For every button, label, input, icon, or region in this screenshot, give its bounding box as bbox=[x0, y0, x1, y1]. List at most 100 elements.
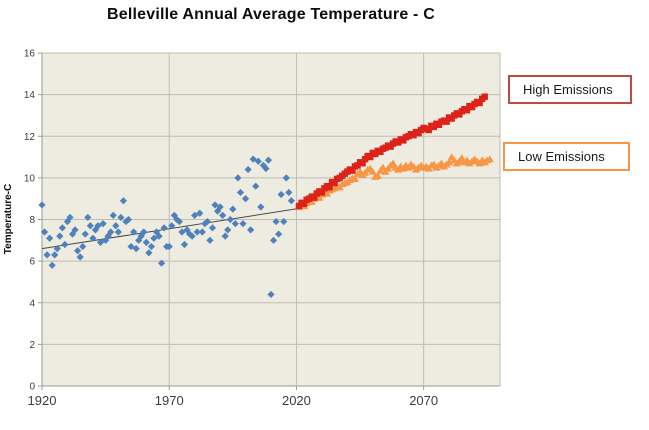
observed-point bbox=[277, 190, 285, 199]
observed-point bbox=[196, 209, 204, 217]
y-tick-label: 14 bbox=[24, 90, 36, 101]
low-emissions-point bbox=[350, 175, 360, 183]
low-emissions-point bbox=[368, 167, 377, 175]
observed-point bbox=[86, 222, 94, 230]
x-tick-label: 2070 bbox=[409, 393, 438, 408]
observed-point bbox=[267, 290, 275, 299]
y-tick-label: 2 bbox=[29, 340, 35, 351]
observed-point bbox=[206, 236, 214, 244]
observed-point bbox=[257, 203, 265, 211]
observed-point bbox=[282, 174, 290, 182]
x-tick-label: 2020 bbox=[282, 393, 311, 408]
high-emissions-point bbox=[318, 189, 326, 196]
observed-point bbox=[112, 222, 120, 230]
observed-point bbox=[165, 242, 173, 251]
observed-point bbox=[254, 157, 262, 165]
y-tick-label: 6 bbox=[29, 257, 35, 268]
high-emissions-point bbox=[425, 126, 432, 134]
observed-point bbox=[244, 165, 252, 174]
x-tick-label: 1920 bbox=[28, 393, 57, 408]
observed-point bbox=[252, 182, 260, 190]
observed-point bbox=[155, 232, 163, 240]
high-emissions-point bbox=[349, 167, 356, 174]
low-emissions-point bbox=[485, 155, 494, 163]
x-tick-label: 1970 bbox=[155, 393, 184, 408]
legend-high-label: High Emissions bbox=[523, 82, 613, 97]
observed-point bbox=[224, 226, 232, 234]
observed-point bbox=[119, 197, 128, 205]
observed-point bbox=[264, 156, 273, 164]
observed-point bbox=[56, 232, 64, 240]
observed-point bbox=[46, 234, 54, 242]
observed-point bbox=[269, 236, 278, 244]
observed-point bbox=[247, 226, 255, 234]
observed-point bbox=[140, 228, 148, 236]
y-tick-label: 4 bbox=[29, 298, 35, 309]
high-emissions-point bbox=[476, 99, 483, 107]
high-emissions-point bbox=[463, 107, 471, 114]
legend-low-label: Low Emissions bbox=[518, 149, 605, 164]
observed-point bbox=[114, 228, 122, 236]
observed-point bbox=[91, 226, 100, 234]
y-tick-label: 12 bbox=[24, 132, 36, 143]
observed-point bbox=[107, 228, 115, 236]
high-emissions-point bbox=[359, 160, 366, 167]
legend-high-emissions: High Emissions bbox=[508, 75, 632, 104]
observed-point bbox=[160, 224, 168, 232]
observed-point bbox=[229, 205, 237, 213]
observed-point bbox=[74, 247, 82, 255]
observed-point bbox=[63, 217, 72, 226]
observed-point bbox=[175, 217, 183, 226]
observed-point bbox=[51, 251, 59, 259]
observed-point bbox=[236, 188, 245, 197]
high-emissions-point bbox=[300, 200, 308, 208]
observed-point bbox=[76, 253, 84, 261]
observed-point bbox=[40, 228, 49, 236]
observed-point bbox=[219, 211, 227, 219]
low-emissions-point bbox=[445, 158, 454, 166]
observed-point bbox=[239, 220, 247, 228]
observed-point bbox=[79, 242, 87, 251]
observed-point bbox=[280, 217, 288, 226]
high-emissions-point bbox=[326, 184, 333, 191]
high-emissions-point bbox=[481, 93, 488, 100]
observed-point bbox=[234, 174, 242, 182]
observed-point bbox=[89, 234, 97, 242]
observed-point bbox=[208, 224, 217, 232]
observed-point bbox=[38, 201, 46, 209]
observed-point bbox=[221, 232, 229, 240]
y-tick-label: 16 bbox=[24, 49, 36, 60]
observed-point bbox=[99, 220, 107, 228]
observed-point bbox=[145, 249, 153, 257]
observed-point bbox=[132, 245, 140, 253]
observed-point bbox=[142, 238, 150, 246]
observed-point bbox=[61, 240, 69, 249]
observed-point bbox=[272, 217, 280, 226]
high-emissions-point bbox=[311, 194, 318, 201]
observed-point bbox=[157, 259, 166, 267]
observed-point bbox=[130, 228, 138, 236]
observed-point bbox=[43, 251, 51, 259]
observed-point bbox=[48, 261, 56, 269]
observed-point bbox=[216, 203, 224, 211]
observed-point bbox=[188, 232, 196, 240]
observed-point bbox=[81, 230, 89, 238]
observed-point bbox=[180, 240, 189, 249]
observed-point bbox=[168, 222, 176, 230]
observed-point bbox=[275, 230, 283, 238]
y-tick-label: 8 bbox=[29, 215, 35, 226]
observed-point bbox=[285, 188, 293, 197]
observed-point bbox=[262, 164, 270, 173]
chart-title: Belleville Annual Average Temperature - … bbox=[106, 6, 435, 23]
observed-point bbox=[58, 224, 66, 232]
observed-point bbox=[203, 217, 211, 226]
observed-point bbox=[66, 213, 74, 222]
observed-point bbox=[71, 226, 79, 234]
low-emissions-point bbox=[373, 171, 382, 179]
observed-point bbox=[147, 242, 156, 251]
legend-low-emissions: Low Emissions bbox=[503, 142, 630, 171]
observed-point bbox=[193, 228, 201, 236]
observed-point bbox=[53, 245, 61, 253]
